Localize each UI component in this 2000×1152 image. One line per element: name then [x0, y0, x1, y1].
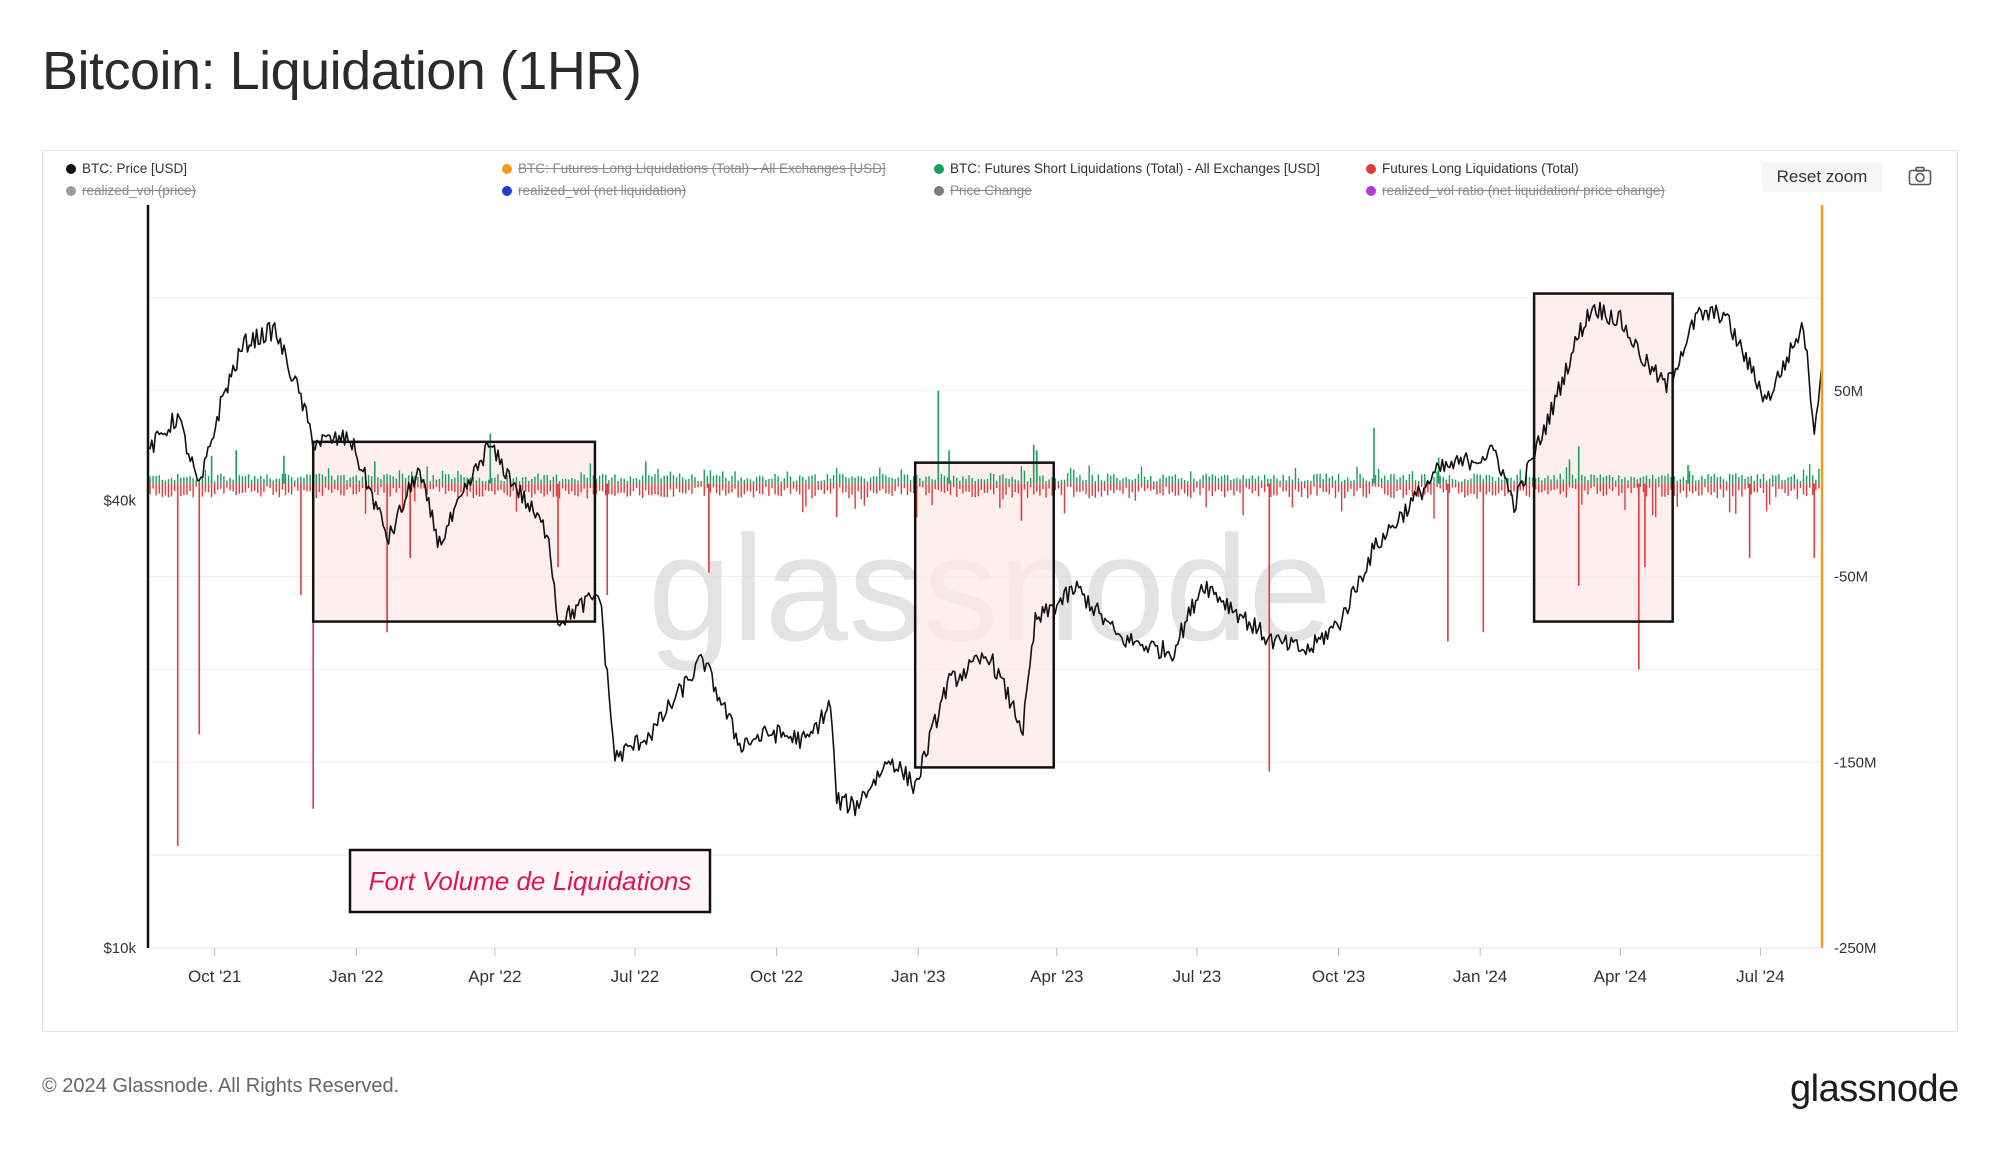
legend-dot: [1366, 185, 1376, 196]
x-tick-label: Jan '24: [1453, 967, 1507, 986]
copyright-text: © 2024 Glassnode. All Rights Reserved.: [42, 1075, 400, 1097]
legend-label: realized_vol ratio (net liquidation/ pri…: [1382, 183, 1665, 198]
highlight-box: [1532, 292, 1674, 623]
legend-dot: [502, 163, 512, 174]
legend-label: realized_vol (net liquidation): [518, 183, 687, 198]
legend-dot: [934, 163, 944, 174]
annotation-box: [348, 848, 712, 914]
legend-label: Futures Long Liquidations (Total): [1382, 161, 1579, 176]
x-tick-label: Oct '22: [750, 967, 803, 986]
legend-label: BTC: Futures Long Liquidations (Total) -…: [518, 161, 886, 176]
legend-item[interactable]: BTC: Futures Short Liquidations (Total) …: [934, 161, 1320, 176]
x-tick-label: Apr '24: [1594, 967, 1647, 986]
camera-icon[interactable]: [1908, 166, 1932, 186]
page-title: Bitcoin: Liquidation (1HR): [42, 41, 642, 101]
glassnode-logo: glassnode: [1790, 1068, 1959, 1110]
legend-item[interactable]: Futures Long Liquidations (Total): [1366, 161, 1579, 176]
x-tick-label: Jul '23: [1173, 967, 1222, 986]
y-right-tick-label: -50M: [1834, 569, 1868, 586]
legend-item[interactable]: realized_vol (net liquidation): [502, 183, 686, 198]
legend-label: BTC: Futures Short Liquidations (Total) …: [950, 161, 1320, 176]
x-tick-label: Apr '23: [1030, 967, 1083, 986]
y-right-tick-label: -150M: [1834, 754, 1877, 771]
legend-label: realized_vol (price): [82, 183, 197, 198]
highlight-box-fill: [313, 441, 595, 622]
x-tick-label: Oct '21: [188, 967, 241, 986]
legend-item[interactable]: BTC: Price [USD]: [66, 161, 187, 176]
chart-legend: BTC: Price [USD] BTC: Futures Long Liquid…: [66, 161, 1766, 207]
x-tick-label: Jul '24: [1736, 967, 1785, 986]
x-tick-label: Apr '22: [468, 967, 521, 986]
y-right-tick-label: 50M: [1834, 383, 1863, 400]
highlight-box: [913, 461, 1055, 769]
highlight-box-fill: [1534, 293, 1673, 622]
legend-item[interactable]: realized_vol ratio (net liquidation/ pri…: [1366, 183, 1665, 198]
legend-label: BTC: Price [USD]: [82, 161, 188, 176]
y-right-tick-label: -250M: [1834, 940, 1877, 957]
legend-item[interactable]: BTC: Futures Long Liquidations (Total) -…: [502, 161, 886, 176]
legend-item[interactable]: Price Change: [934, 183, 1032, 198]
legend-dot: [934, 185, 944, 196]
y-left-tick-label: $10k: [103, 940, 136, 957]
btc-price-line: [149, 301, 1823, 817]
legend-label: Price Change: [950, 183, 1032, 198]
legend-dot: [66, 163, 76, 174]
legend-dot: [502, 185, 512, 196]
legend-dot: [66, 185, 76, 196]
y-left-tick-label: $40k: [103, 493, 136, 510]
x-tick-label: Jan '22: [329, 967, 383, 986]
x-tick-label: Jul '22: [611, 967, 660, 986]
annotation-text: Fort Volume de Liquidations: [369, 866, 692, 896]
x-tick-label: Oct '23: [1312, 967, 1365, 986]
x-tick-label: Jan '23: [891, 967, 945, 986]
legend-item[interactable]: realized_vol (price): [66, 183, 196, 198]
reset-zoom-button[interactable]: Reset zoom: [1762, 162, 1882, 192]
legend-dot: [1366, 163, 1376, 174]
highlight-box: [311, 440, 597, 623]
